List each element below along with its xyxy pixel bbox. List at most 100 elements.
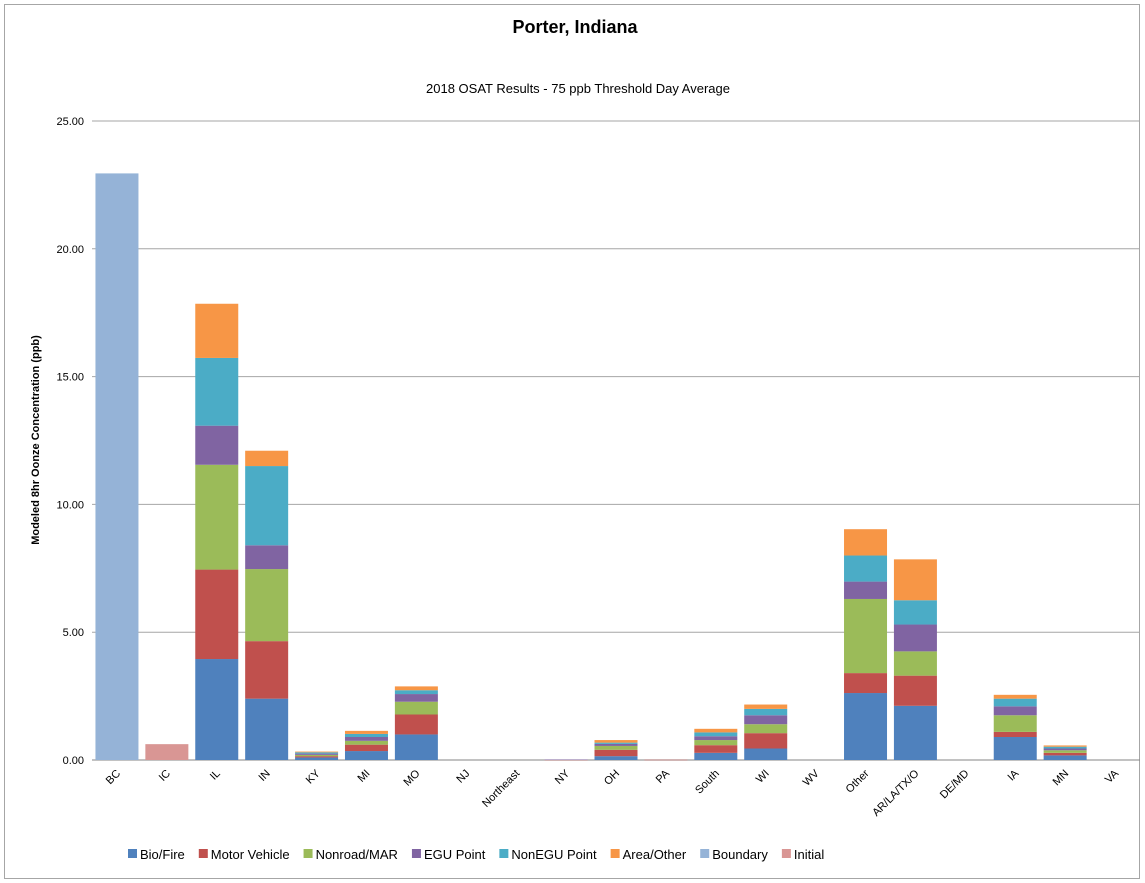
- bar-segment: [245, 545, 289, 570]
- bar-segment: [1043, 750, 1087, 753]
- bar-segment: [195, 464, 239, 570]
- bar-segment: [594, 742, 638, 744]
- bar-segment: [295, 752, 339, 754]
- x-tick-label: PA: [654, 767, 673, 786]
- bar-segment: [744, 704, 788, 709]
- x-tick-label: BC: [104, 768, 123, 787]
- bar-segment: [394, 701, 438, 715]
- y-tick-label: 5.00: [63, 627, 84, 639]
- bar-segment: [644, 759, 688, 761]
- bar-segment: [893, 651, 937, 676]
- chart-frame: [4, 4, 1140, 879]
- bar-segment: [893, 705, 937, 760]
- bar-segment: [394, 694, 438, 702]
- x-tick-label: VA: [1103, 767, 1122, 786]
- bar-segment: [145, 744, 189, 760]
- x-tick-label: MI: [355, 768, 372, 785]
- bar-segment: [195, 303, 239, 358]
- legend-swatch: [128, 849, 137, 858]
- bar-segment: [594, 743, 638, 746]
- y-tick-label: 15.00: [56, 372, 84, 384]
- bars: [95, 173, 1087, 761]
- x-tick-label: AR/LA/TX/O: [870, 767, 922, 819]
- x-tick-label: Other: [844, 767, 872, 795]
- bar-segment: [344, 733, 388, 737]
- x-tick-label: NY: [553, 767, 573, 787]
- bar-segment: [893, 559, 937, 601]
- y-axis-label: Modeled 8hr Oonze Concentration (ppb): [30, 335, 42, 545]
- x-tick-labels: BC IC IL IN KY MI MO NJ Northeast NY OH PA South WI WV…: [104, 767, 1122, 819]
- bar-segment: [993, 731, 1037, 737]
- bar-segment: [594, 745, 638, 750]
- chart-subtitle: 2018 OSAT Results - 75 ppb Threshold Day…: [426, 81, 730, 96]
- y-tick-label: 10.00: [56, 499, 84, 511]
- legend-label: Bio/Fire: [140, 847, 185, 862]
- bar-segment: [245, 466, 289, 546]
- bar-segment: [544, 759, 588, 760]
- bar-segment: [694, 732, 738, 737]
- bar-segment: [295, 756, 339, 758]
- bar-segment: [1043, 748, 1087, 751]
- legend-swatch: [700, 849, 710, 858]
- bar-segment: [744, 708, 788, 716]
- legend-swatch: [303, 849, 313, 858]
- bar-segment: [694, 752, 738, 760]
- legend-label: Area/Other: [623, 847, 687, 862]
- bar-segment: [844, 598, 888, 674]
- x-tick-label: NJ: [454, 768, 472, 786]
- x-tick-label: IN: [257, 768, 273, 784]
- bar-segment: [893, 600, 937, 625]
- y-tick-label: 0.00: [63, 755, 84, 767]
- bar-segment: [844, 581, 888, 599]
- bar-segment: [394, 714, 438, 735]
- bar-segment: [195, 425, 239, 465]
- bar-segment: [594, 749, 638, 757]
- bar-segment: [893, 624, 937, 652]
- bar-segment: [993, 715, 1037, 732]
- legend-label: Nonroad/MAR: [316, 847, 398, 862]
- x-tick-label: IA: [1006, 767, 1022, 783]
- bar-segment: [195, 357, 239, 426]
- y-tick-labels: 0.00 5.00 10.00 15.00 20.00 25.00: [56, 116, 84, 767]
- bar-segment: [893, 675, 937, 706]
- bar-segment: [344, 740, 388, 745]
- bar-segment: [245, 641, 289, 699]
- x-tick-label: MN: [1051, 768, 1072, 789]
- legend-label: Initial: [794, 847, 824, 862]
- bar-segment: [744, 733, 788, 749]
- bar-segment: [344, 744, 388, 752]
- legend-swatch: [411, 849, 421, 858]
- bar-segment: [993, 736, 1037, 760]
- bar-segment: [295, 757, 339, 760]
- bar-segment: [245, 698, 289, 760]
- bar-segment: [344, 730, 388, 734]
- x-tick-label: KY: [304, 767, 323, 786]
- bar-segment: [544, 759, 588, 761]
- bar-segment: [594, 756, 638, 760]
- bar-segment: [195, 569, 239, 660]
- bar-segment: [1043, 755, 1087, 760]
- bar-segment: [844, 673, 888, 694]
- bar-segment: [295, 751, 339, 753]
- x-tick-label: South: [693, 768, 722, 797]
- bar-segment: [394, 734, 438, 760]
- bar-segment: [844, 693, 888, 760]
- x-tick-label: IC: [157, 768, 173, 784]
- legend-swatch: [499, 849, 509, 858]
- bar-segment: [245, 569, 289, 642]
- bar-segment: [694, 728, 738, 733]
- x-tick-label: MO: [401, 767, 422, 788]
- bar-segment: [1043, 752, 1087, 756]
- bar-segment: [95, 173, 139, 760]
- legend-label: Motor Vehicle: [211, 847, 290, 862]
- y-tick-label: 20.00: [56, 244, 84, 256]
- bar-segment: [694, 736, 738, 741]
- bar-segment: [245, 450, 289, 467]
- x-tick-label: IL: [208, 768, 223, 783]
- bar-segment: [993, 706, 1037, 716]
- bar-segment: [844, 555, 888, 582]
- legend-swatch: [198, 849, 208, 858]
- bar-segment: [295, 754, 339, 757]
- bar-segment: [993, 694, 1037, 699]
- bar-segment: [1043, 746, 1087, 749]
